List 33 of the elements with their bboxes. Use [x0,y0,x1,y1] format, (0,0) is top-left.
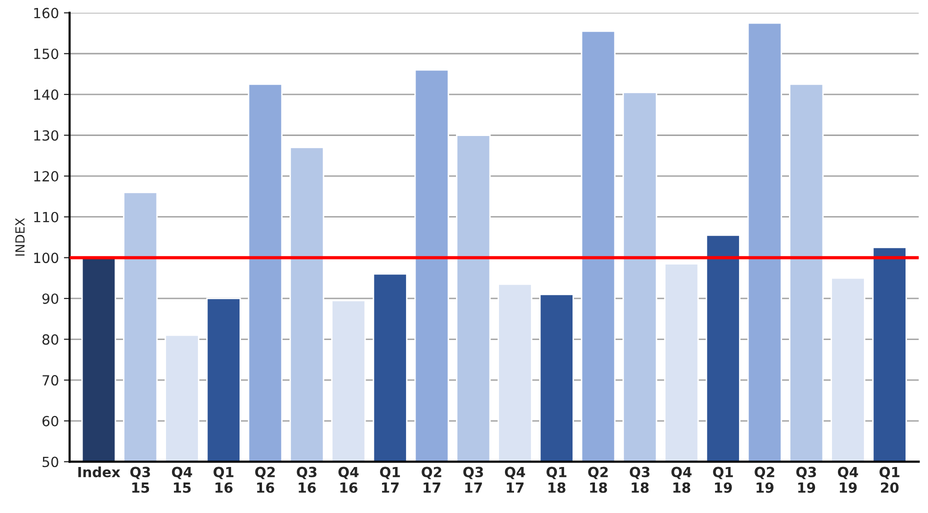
x-tick-label: Q4 18 [671,466,692,493]
x-tick-label: Q3 19 [796,466,816,493]
x-tick-label: Q4 16 [338,466,359,493]
x-tick-label: Q1 20 [880,466,900,493]
y-axis-title: INDEX [15,218,25,256]
y-tick-label: 50 [42,456,58,468]
x-tick-label: Q1 17 [380,466,400,493]
x-tick-label: Q3 15 [130,466,150,493]
y-tick-label: 110 [34,212,58,222]
y-tick-label: 70 [42,375,58,386]
y-tick-label: 90 [42,293,58,304]
x-tick-label: Index [78,466,120,478]
y-tick-label: 60 [42,416,58,426]
y-tick-label: 120 [34,171,58,182]
x-tick-label: Q2 17 [422,466,442,493]
x-tick-label: Q3 16 [296,466,316,493]
x-tick-label: Q2 16 [255,466,275,493]
x-tick-label: Q3 18 [630,466,650,493]
x-tick-label: Q4 15 [172,466,192,493]
y-tick-label: 80 [42,334,58,345]
y-tick-label: 130 [34,130,58,141]
x-tick-label: Q4 17 [504,466,526,493]
y-tick-label: 150 [34,48,58,60]
x-tick-label: Q1 18 [546,466,566,493]
x-tick-label: Q1 19 [713,466,733,493]
y-tick-label: 160 [34,8,58,18]
x-tick-label: Q4 19 [838,466,858,493]
x-tick-label: Q3 17 [463,466,483,493]
x-tick-label: Q2 18 [588,466,608,493]
y-tick-label: 100 [34,252,58,264]
x-tick-label: Q1 16 [214,466,234,493]
y-tick-label: 140 [34,89,58,100]
x-tick-label: Q2 19 [754,466,774,493]
